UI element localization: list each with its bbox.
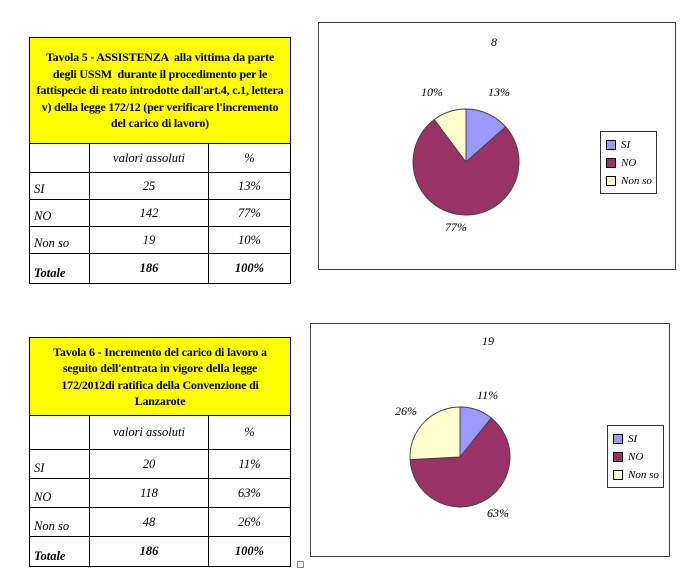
- legend-swatch-si: [613, 434, 623, 444]
- total-valori: 186: [89, 253, 209, 284]
- pie-slice-non-so: [433, 108, 467, 164]
- row-nonso-pct: 26%: [207, 507, 292, 537]
- chart-title: 8: [491, 35, 497, 49]
- row-label-no: NO: [29, 199, 90, 227]
- row-si-valori: 20: [89, 449, 209, 479]
- table-total-row: Totale 186 100%: [29, 253, 292, 284]
- pie-label-no: 77%: [445, 220, 467, 234]
- row-nonso-pct: 10%: [207, 226, 292, 254]
- chart-legend: SI NO Non so: [607, 425, 664, 488]
- table-row: NO 142 77%: [29, 199, 292, 227]
- pie-chart: [412, 108, 520, 216]
- table-total-row: Totale 186 100%: [29, 536, 292, 567]
- row-nonso-valori: 19: [89, 226, 209, 254]
- pie-label-nonso: 26%: [395, 404, 417, 418]
- row-no-valori: 118: [89, 478, 209, 508]
- table-6-col-pct: %: [207, 415, 292, 450]
- legend-label-nonso: Non so: [621, 174, 652, 187]
- table-5-col-pct: %: [207, 143, 292, 173]
- pie-slice-non-so: [409, 406, 461, 461]
- pie-label-no: 63%: [487, 506, 509, 520]
- legend-item-nonso: Non so: [613, 466, 659, 484]
- table-5-corner-cell: [29, 143, 90, 173]
- legend-label-si: SI: [628, 432, 638, 445]
- legend-item-no: NO: [613, 448, 659, 466]
- legend-item-si: SI: [613, 430, 659, 448]
- table-tavola-5: Tavola 5 - ASSISTENZA alla vittima da pa…: [28, 37, 292, 284]
- legend-item-si: SI: [606, 136, 652, 154]
- table-6-title: Tavola 6 - Incremento del carico di lavo…: [28, 337, 292, 416]
- row-label-nonso: Non so: [29, 226, 90, 254]
- legend-swatch-si: [606, 140, 616, 150]
- row-label-no: NO: [29, 478, 90, 508]
- legend-item-no: NO: [606, 154, 652, 172]
- legend-swatch-nonso: [606, 176, 616, 186]
- table-6-header-row: valori assoluti %: [29, 415, 292, 450]
- row-label-si: SI: [29, 172, 90, 200]
- legend-label-no: NO: [628, 450, 644, 463]
- table-5-header-row: valori assoluti %: [29, 143, 292, 173]
- legend-swatch-no: [606, 158, 616, 168]
- table-5-title: Tavola 5 - ASSISTENZA alla vittima da pa…: [28, 37, 292, 144]
- table-row: Non so 48 26%: [29, 507, 292, 537]
- table-6-col-valori-assoluti: valori assoluti: [89, 415, 209, 450]
- legend-item-nonso: Non so: [606, 172, 652, 190]
- total-pct: 100%: [207, 253, 292, 284]
- legend-label-si: SI: [621, 138, 631, 151]
- total-pct: 100%: [207, 536, 292, 567]
- pie-chart: [409, 406, 511, 508]
- object-handle-marker: [297, 561, 304, 568]
- total-label: Totale: [29, 536, 90, 567]
- chart-legend: SI NO Non so: [600, 131, 657, 194]
- pie-chart-panel-19: 19 11% 26% 63% SI NO Non so: [310, 323, 670, 557]
- row-no-pct: 77%: [207, 199, 292, 227]
- legend-swatch-nonso: [613, 470, 623, 480]
- table-tavola-6: Tavola 6 - Incremento del carico di lavo…: [28, 337, 292, 567]
- pie-label-nonso: 10%: [421, 85, 443, 99]
- table-5-col-valori-assoluti: valori assoluti: [89, 143, 209, 173]
- pie-slice-no: [409, 417, 511, 508]
- row-nonso-valori: 48: [89, 507, 209, 537]
- table-row: SI 25 13%: [29, 172, 292, 200]
- legend-label-no: NO: [621, 156, 637, 169]
- row-si-pct: 11%: [207, 449, 292, 479]
- pie-label-si: 13%: [488, 85, 510, 99]
- pie-slice-no: [412, 118, 520, 216]
- table-row: SI 20 11%: [29, 449, 292, 479]
- pie-label-si: 11%: [477, 388, 499, 402]
- legend-label-nonso: Non so: [628, 468, 659, 481]
- row-label-si: SI: [29, 449, 90, 479]
- pie-chart-panel-8: 8 13% 10% 77% SI NO Non so: [318, 22, 676, 270]
- table-row: NO 118 63%: [29, 478, 292, 508]
- table-6-corner-cell: [29, 415, 90, 450]
- total-label: Totale: [29, 253, 90, 284]
- legend-swatch-no: [613, 452, 623, 462]
- chart-title: 19: [482, 334, 494, 348]
- row-si-pct: 13%: [207, 172, 292, 200]
- row-no-valori: 142: [89, 199, 209, 227]
- total-valori: 186: [89, 536, 209, 567]
- row-si-valori: 25: [89, 172, 209, 200]
- row-no-pct: 63%: [207, 478, 292, 508]
- row-label-nonso: Non so: [29, 507, 90, 537]
- table-row: Non so 19 10%: [29, 226, 292, 254]
